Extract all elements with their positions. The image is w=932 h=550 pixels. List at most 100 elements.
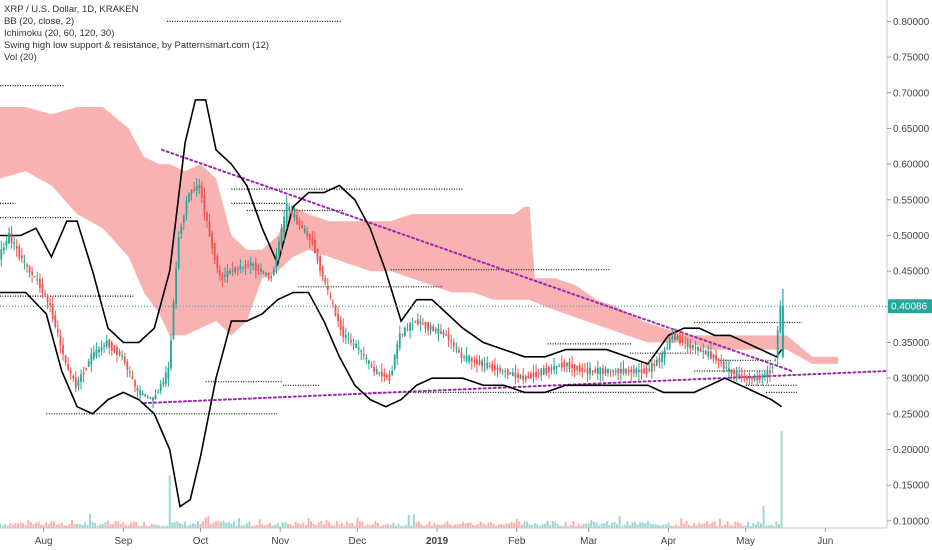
candle-body [522, 375, 525, 381]
volume-bar [364, 525, 367, 528]
volume-bar [117, 521, 120, 528]
candle-body [758, 376, 761, 381]
legend-swing[interactable]: Swing high low support & resistance, by … [4, 40, 270, 51]
volume-bar [94, 522, 97, 528]
volume-bar [202, 521, 205, 528]
candle-body [18, 246, 21, 258]
candle-body [116, 347, 118, 355]
candle-body [465, 355, 468, 361]
bb-upper-line [0, 99, 783, 365]
candle-body [437, 328, 440, 334]
volume-bar [158, 525, 161, 528]
candle-body [226, 270, 229, 277]
volume-bar [45, 522, 48, 528]
candle-body [74, 377, 77, 388]
candle-body [620, 368, 622, 374]
volume-bar [464, 523, 467, 528]
volume-bar [389, 525, 392, 528]
legend-ichimoku[interactable]: Ichimoku (20, 60, 120, 30) [4, 28, 115, 39]
candle-body [213, 242, 216, 261]
candle-body [221, 275, 224, 280]
candle-body [141, 393, 144, 396]
candle-body [182, 215, 185, 223]
candle-body [28, 266, 31, 273]
volume-bar [716, 525, 719, 528]
candle-body [596, 368, 599, 374]
candle-body [774, 360, 777, 362]
candle-body [776, 330, 779, 359]
candle-body [638, 369, 640, 373]
volume-bar [58, 524, 61, 528]
volume-bar [140, 526, 143, 528]
candle-body [697, 346, 699, 352]
volume-bar [209, 524, 212, 528]
volume-bar [533, 523, 536, 528]
volume-bar [407, 515, 410, 528]
legend-bb[interactable]: BB (20, close, 2) [4, 16, 75, 27]
y-tick-label: 0.75000 [893, 53, 930, 64]
volume-bar [721, 525, 724, 528]
volume-bar [479, 521, 482, 528]
volume-bar [564, 521, 567, 528]
volume-bar [86, 524, 89, 528]
candle-body [398, 333, 401, 348]
candle-body [139, 390, 141, 396]
volume-bar [83, 522, 86, 528]
candle-body [162, 381, 165, 385]
candle-body [494, 365, 496, 371]
candle-body [170, 340, 172, 368]
volume-bar [598, 525, 600, 528]
volume-bar [405, 524, 408, 528]
candle-body [332, 302, 334, 304]
volume-bar [495, 525, 498, 528]
volume-bar [29, 522, 32, 528]
legend-symbol[interactable]: XRP / U.S. Dollar, 1D, KRAKEN [4, 4, 139, 15]
volume-bar [307, 518, 310, 528]
candle-body [434, 328, 437, 332]
candle-body [563, 361, 566, 368]
volume-bar [713, 521, 716, 528]
candle-body [416, 319, 419, 325]
candle-body [661, 353, 663, 362]
volume-bar [376, 523, 379, 528]
candle-body [211, 233, 213, 249]
volume-bar [698, 522, 701, 528]
candle-body [391, 370, 393, 375]
candle-body [357, 347, 360, 350]
candle-body [362, 354, 365, 356]
volume-bar [695, 525, 698, 528]
candle-body [401, 333, 404, 335]
volume-bar [217, 521, 220, 528]
candle-body [632, 369, 635, 373]
y-tick-label: 0.65000 [893, 124, 930, 135]
candle-body [67, 364, 69, 369]
candle-body [576, 365, 579, 371]
candle-body [288, 207, 291, 211]
candle-body [123, 356, 126, 363]
volume-bar [677, 525, 680, 528]
current-price-label: 0.40086 [891, 302, 928, 313]
volume-bar [148, 526, 151, 528]
y-tick-label: 0.80000 [893, 17, 930, 28]
volume-bar [11, 524, 14, 528]
candle-body [105, 340, 108, 347]
candle-body [578, 365, 581, 373]
candle-body [707, 351, 710, 357]
candle-body [614, 370, 617, 372]
volume-bar [37, 521, 40, 528]
candle-body [134, 380, 136, 387]
candle-body [422, 323, 424, 325]
candle-body [445, 334, 447, 336]
volume-bar [706, 521, 708, 528]
candle-body [229, 270, 231, 274]
y-axis[interactable]: 0.80000 0.75000 0.70000 0.65000 0.60000 0.550… [887, 17, 930, 527]
candle-body [612, 370, 615, 372]
volume-bars [0, 431, 783, 528]
candle-body [33, 276, 36, 278]
x-axis[interactable]: Aug Sep Oct Nov Dec 2019 Feb Mar Apr May Jun [35, 528, 834, 547]
candle-body [100, 346, 103, 351]
legend-volume[interactable]: Vol (20) [4, 52, 37, 63]
candle-body [280, 227, 283, 246]
y-tick-label: 0.35000 [893, 338, 930, 349]
